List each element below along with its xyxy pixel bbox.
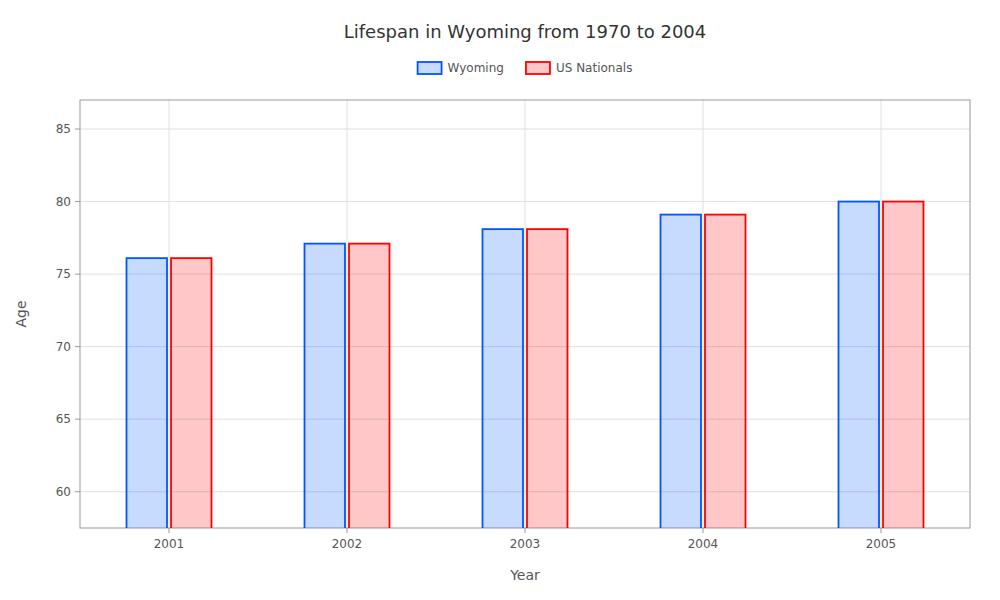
chart-container: 60 65 70 75 80 85 2001 2002 2003 2004 2005 Year Age L… xyxy=(0,0,1000,600)
y-axis-label: Age xyxy=(13,300,29,327)
x-tick xyxy=(347,528,348,533)
bar xyxy=(127,258,168,528)
bar xyxy=(349,244,390,528)
x-tick-label: 2005 xyxy=(866,537,897,551)
chart-svg: 60 65 70 75 80 85 2001 2002 2003 2004 2005 Year Age L… xyxy=(0,0,1000,600)
y-tick xyxy=(75,346,80,347)
x-tick xyxy=(881,528,882,533)
legend: Wyoming US Nationals xyxy=(418,61,633,75)
legend-label: Wyoming xyxy=(448,61,504,75)
x-tick-label: 2001 xyxy=(154,537,185,551)
y-tick-label: 65 xyxy=(56,412,71,426)
x-tick xyxy=(525,528,526,533)
legend-label: US Nationals xyxy=(556,61,632,75)
plot-frame xyxy=(80,100,970,528)
bar xyxy=(483,229,524,528)
x-axis-label: Year xyxy=(509,567,540,583)
y-tick xyxy=(75,201,80,202)
x-grid-line xyxy=(703,100,704,528)
bar xyxy=(527,229,568,528)
x-grid-line xyxy=(347,100,348,528)
y-tick-label: 75 xyxy=(56,267,71,281)
bar xyxy=(705,215,746,528)
y-tick-label: 60 xyxy=(56,485,71,499)
x-tick xyxy=(169,528,170,533)
legend-item: Wyoming xyxy=(418,61,504,75)
bar xyxy=(305,244,346,528)
bars xyxy=(127,202,924,528)
x-tick-label: 2004 xyxy=(688,537,719,551)
y-tick-label: 80 xyxy=(56,195,71,209)
x-grid-line xyxy=(525,100,526,528)
legend-swatch xyxy=(526,62,550,74)
legend-item: US Nationals xyxy=(526,61,632,75)
axes: 60 65 70 75 80 85 2001 2002 2003 2004 2005 xyxy=(56,122,897,551)
bar xyxy=(883,202,924,528)
x-grid-line xyxy=(169,100,170,528)
title: Lifespan in Wyoming from 1970 to 2004 xyxy=(344,21,707,42)
y-tick xyxy=(75,491,80,492)
bar xyxy=(839,202,880,528)
y-tick xyxy=(75,419,80,420)
x-tick-label: 2003 xyxy=(510,537,541,551)
y-tick-label: 70 xyxy=(56,340,71,354)
y-tick xyxy=(75,129,80,130)
x-tick xyxy=(703,528,704,533)
y-tick-label: 85 xyxy=(56,122,71,136)
legend-swatch xyxy=(418,62,442,74)
x-grid-line xyxy=(881,100,882,528)
bar xyxy=(661,215,702,528)
x-tick-label: 2002 xyxy=(332,537,363,551)
bar xyxy=(171,258,212,528)
y-tick xyxy=(75,274,80,275)
grid xyxy=(80,100,970,528)
